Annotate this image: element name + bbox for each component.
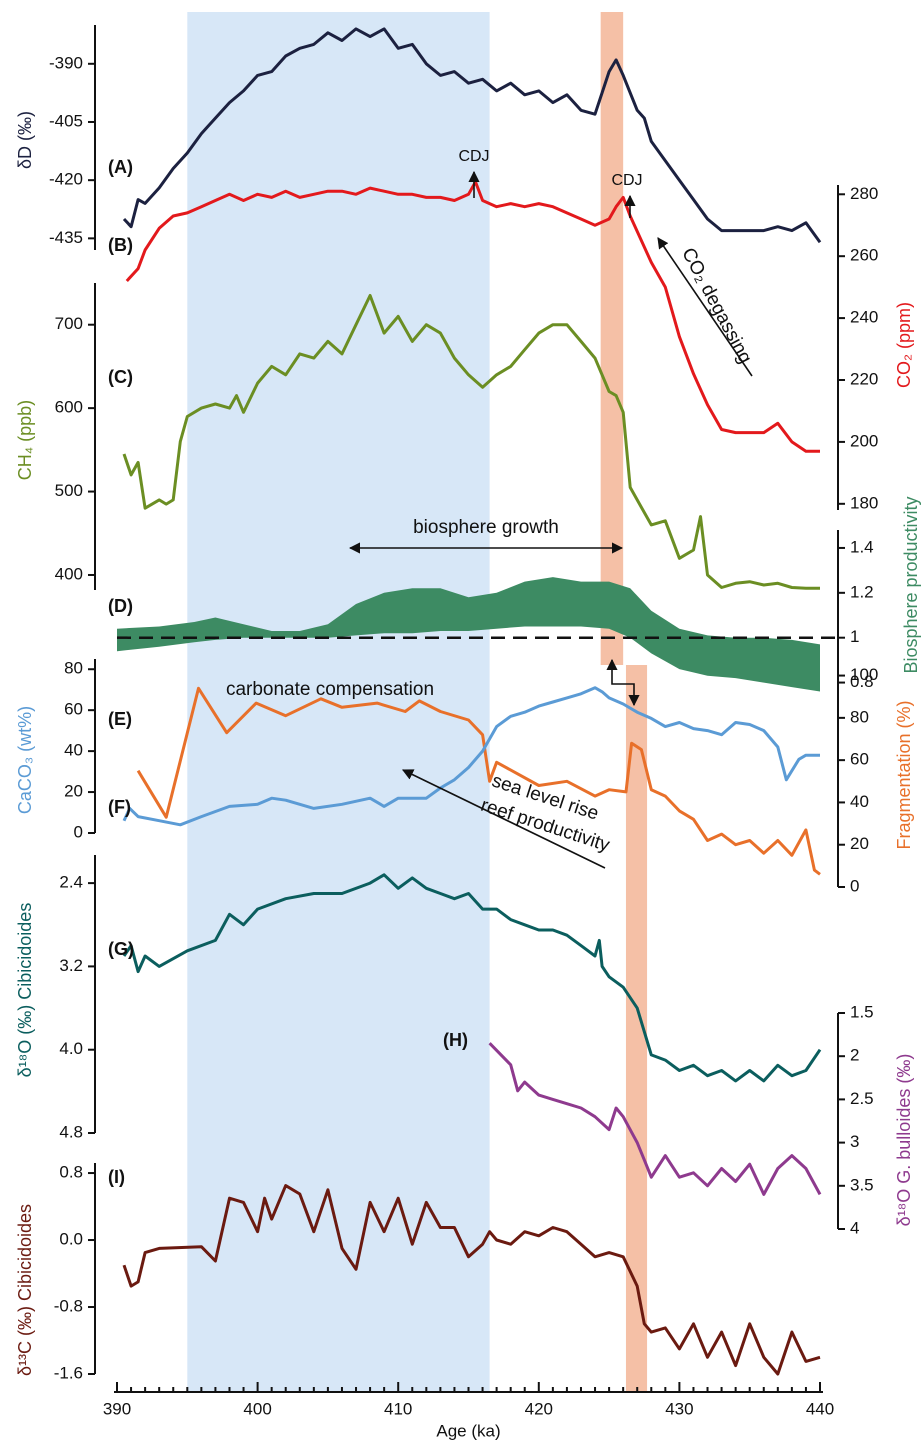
x-tick-label: 400 <box>243 1399 271 1418</box>
y-tick-label: 1.2 <box>850 582 874 601</box>
y-tick-label: 600 <box>55 398 83 417</box>
panel-label: (H) <box>443 1030 468 1050</box>
y-axis-title: CaCO₃ (wt%) <box>15 706 35 814</box>
data-line <box>122 1184 821 1376</box>
y-tick-label: 2 <box>850 1046 859 1065</box>
y-tick-label: 220 <box>850 369 878 388</box>
panel-label: (C) <box>108 367 133 387</box>
y-tick-label: 0.0 <box>59 1230 83 1249</box>
y-tick-label: 60 <box>64 700 83 719</box>
y-tick-label: 60 <box>850 750 869 769</box>
shaded-interval <box>187 12 490 1392</box>
x-tick-label: 390 <box>103 1399 131 1418</box>
panel-label: (E) <box>108 709 132 729</box>
y-tick-label: 4.0 <box>59 1039 83 1058</box>
y-tick-label: 40 <box>64 741 83 760</box>
y-tick-label: 0 <box>850 876 859 895</box>
y-tick-label: -390 <box>49 53 83 72</box>
data-line <box>122 27 822 244</box>
y-tick-label: -420 <box>49 170 83 189</box>
y-tick-label: -1.6 <box>54 1363 83 1382</box>
y-axis-title: δ¹⁸O G. bulloides (‰) <box>894 1054 914 1227</box>
y-axis-title: δ¹⁸O (‰) Cibicidoides <box>15 903 35 1078</box>
y-tick-label: 2.4 <box>59 873 83 892</box>
panel-label: (G) <box>108 939 134 959</box>
y-tick-label: 4.8 <box>59 1122 83 1141</box>
y-tick-label: 100 <box>850 665 878 684</box>
panel-label: (I) <box>108 1167 125 1187</box>
y-tick-label: 240 <box>850 308 878 327</box>
y-tick-label: 3.2 <box>59 956 83 975</box>
arrow <box>657 237 753 377</box>
x-tick-label: 440 <box>806 1399 834 1418</box>
y-tick-label: 1.5 <box>850 1002 874 1021</box>
y-axis-title: δ¹³C (‰) Cibicidoides <box>15 1204 35 1376</box>
annotation: carbonate compensation <box>226 679 434 700</box>
shading-layer <box>187 12 648 1392</box>
y-tick-label: 80 <box>64 659 83 678</box>
x-tick-label: 410 <box>384 1399 412 1418</box>
y-tick-label: 700 <box>55 314 83 333</box>
annotation-arrows <box>348 170 753 869</box>
y-tick-label: 280 <box>850 184 878 203</box>
data-line <box>125 180 820 453</box>
y-tick-label: 180 <box>850 493 878 512</box>
y-axis-title: Biosphere productivity <box>901 496 921 673</box>
shaded-interval <box>625 665 648 1392</box>
y-tick-label: -0.8 <box>54 1297 83 1316</box>
y-tick-label: 0.8 <box>59 1163 83 1182</box>
y-tick-label: 1.4 <box>850 537 874 556</box>
annotation: CDJ <box>458 148 489 165</box>
panel-label: (D) <box>108 596 133 616</box>
y-tick-label: 3 <box>850 1132 859 1151</box>
data-line <box>122 686 820 827</box>
y-tick-label: -435 <box>49 228 83 247</box>
y-tick-label: 0.8 <box>850 672 874 691</box>
shaded-interval <box>600 12 624 665</box>
arrow <box>611 668 640 707</box>
x-axis-title: Age (ka) <box>436 1421 500 1440</box>
panel-label: (A) <box>108 157 133 177</box>
y-tick-label: 40 <box>850 792 869 811</box>
annotation: biosphere growth <box>413 517 559 538</box>
y-tick-label: 2.5 <box>850 1089 874 1108</box>
annotation: CO₂ degassing <box>677 244 756 367</box>
y-axis-title: δD (‰) <box>15 111 35 169</box>
y-tick-label: 0 <box>74 822 83 841</box>
y-axis-title: Fragmentation (%) <box>894 700 914 849</box>
arrow <box>401 769 606 869</box>
x-tick-label: 420 <box>525 1399 553 1418</box>
y-tick-label: 1 <box>850 627 859 646</box>
y-tick-label: -405 <box>49 111 83 130</box>
y-tick-label: 4 <box>850 1218 859 1237</box>
y-tick-label: 200 <box>850 431 878 450</box>
data-line <box>136 686 821 876</box>
y-tick-label: 3.5 <box>850 1175 874 1194</box>
panel-label: (F) <box>108 797 131 817</box>
band-area <box>117 577 820 692</box>
y-tick-label: 20 <box>64 782 83 801</box>
annotation: CDJ <box>611 172 642 189</box>
x-tick-label: 430 <box>665 1399 693 1418</box>
data-line <box>122 873 822 1083</box>
y-tick-label: 20 <box>850 834 869 853</box>
y-tick-label: 80 <box>850 707 869 726</box>
y-axis-title: CH₄ (ppb) <box>15 400 35 480</box>
y-tick-label: 260 <box>850 246 878 265</box>
data-line <box>488 1042 822 1196</box>
y-axis-title: CO₂ (ppm) <box>894 302 914 388</box>
data-line <box>122 294 820 590</box>
y-tick-label: 500 <box>55 481 83 500</box>
panel-label: (B) <box>108 235 133 255</box>
y-tick-label: 400 <box>55 564 83 583</box>
